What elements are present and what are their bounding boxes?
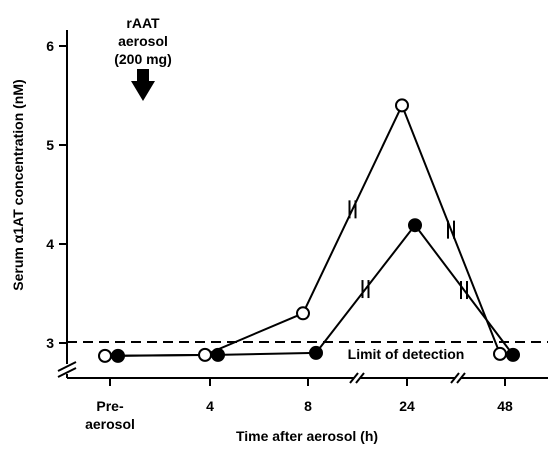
data-point-open [395,98,409,113]
aerosol-annotation-line: (200 mg) [114,51,172,67]
aerosol-annotation-line: aerosol [118,33,168,49]
data-point-open [198,347,212,362]
x-tick-label: 8 [304,398,312,414]
data-point-open [296,306,310,321]
y-tick-label: 4 [46,236,54,252]
data-point-open [98,348,112,363]
y-tick-label: 6 [46,38,54,54]
x-tick-label: Pre- [96,398,124,414]
data-point-filled [506,347,520,362]
series-line-filled [117,223,514,357]
x-tick-label: 48 [497,398,513,414]
data-point-filled [211,347,225,362]
y-axis-break-mark [57,367,77,378]
x-axis-break-mark [450,372,460,384]
x-axis-break-gap [354,374,360,382]
x-tick-label: 4 [206,398,214,414]
detection-limit-label: Limit of detection [348,346,465,362]
x-axis-title: Time after aerosol (h) [236,428,378,444]
data-point-filled [408,218,422,233]
x-axis-break-mark [456,372,466,384]
aerosol-annotation-line: rAAT [126,15,160,31]
data-point-filled [111,348,125,363]
x-axis-break-gap [455,374,461,382]
data-point-filled [309,345,323,360]
aerosol-arrow-icon [131,69,155,101]
data-point-open [493,346,507,361]
x-tick-label: 24 [399,398,415,414]
x-axis-break-mark [355,372,365,384]
y-tick-label: 3 [46,335,54,351]
y-tick-label: 5 [46,137,54,153]
y-axis-title: Serum α1AT concentration (nM) [10,79,26,290]
x-tick-label-line2: aerosol [85,416,135,432]
y-axis-break-mark [57,361,77,372]
x-axis-break-mark [349,372,359,384]
